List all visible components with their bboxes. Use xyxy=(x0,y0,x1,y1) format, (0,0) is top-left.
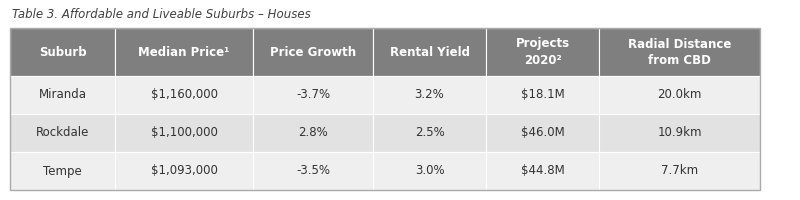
Bar xyxy=(253,114,373,152)
Bar xyxy=(486,114,599,152)
Text: 2.8%: 2.8% xyxy=(298,127,328,140)
Text: -3.7%: -3.7% xyxy=(296,88,330,102)
Bar xyxy=(599,76,760,114)
Bar xyxy=(486,76,599,114)
Text: Median Price¹: Median Price¹ xyxy=(138,46,230,58)
Bar xyxy=(115,152,253,190)
Text: 10.9km: 10.9km xyxy=(658,127,702,140)
Text: Rockdale: Rockdale xyxy=(36,127,89,140)
Text: $44.8M: $44.8M xyxy=(521,164,564,178)
Text: 2.5%: 2.5% xyxy=(414,127,444,140)
Bar xyxy=(10,76,115,114)
Text: 3.0%: 3.0% xyxy=(414,164,444,178)
Bar xyxy=(486,152,599,190)
Bar xyxy=(599,152,760,190)
Bar xyxy=(599,114,760,152)
Text: Radial Distance
from CBD: Radial Distance from CBD xyxy=(628,38,731,66)
Text: $46.0M: $46.0M xyxy=(521,127,564,140)
Bar xyxy=(373,114,486,152)
Text: Suburb: Suburb xyxy=(38,46,86,58)
Text: Price Growth: Price Growth xyxy=(270,46,356,58)
Text: -3.5%: -3.5% xyxy=(296,164,330,178)
Bar xyxy=(253,76,373,114)
Text: Tempe: Tempe xyxy=(43,164,82,178)
Text: Rental Yield: Rental Yield xyxy=(390,46,470,58)
Text: Projects
2020²: Projects 2020² xyxy=(515,38,570,66)
Text: 7.7km: 7.7km xyxy=(661,164,698,178)
Text: $1,093,000: $1,093,000 xyxy=(150,164,218,178)
Text: $18.1M: $18.1M xyxy=(521,88,564,102)
Bar xyxy=(373,152,486,190)
Text: 20.0km: 20.0km xyxy=(658,88,702,102)
Bar xyxy=(253,28,373,76)
Bar xyxy=(10,28,760,190)
Text: Table 3. Affordable and Liveable Suburbs – Houses: Table 3. Affordable and Liveable Suburbs… xyxy=(12,8,310,21)
Bar xyxy=(115,114,253,152)
Bar xyxy=(115,28,253,76)
Bar xyxy=(373,28,486,76)
Bar xyxy=(486,28,599,76)
Bar xyxy=(10,152,115,190)
Text: Miranda: Miranda xyxy=(38,88,86,102)
Bar xyxy=(253,152,373,190)
Bar xyxy=(599,28,760,76)
Bar xyxy=(10,114,115,152)
Text: $1,160,000: $1,160,000 xyxy=(150,88,218,102)
Bar xyxy=(115,76,253,114)
Text: $1,100,000: $1,100,000 xyxy=(150,127,218,140)
Bar xyxy=(373,76,486,114)
Text: 3.2%: 3.2% xyxy=(414,88,444,102)
Bar xyxy=(10,28,115,76)
